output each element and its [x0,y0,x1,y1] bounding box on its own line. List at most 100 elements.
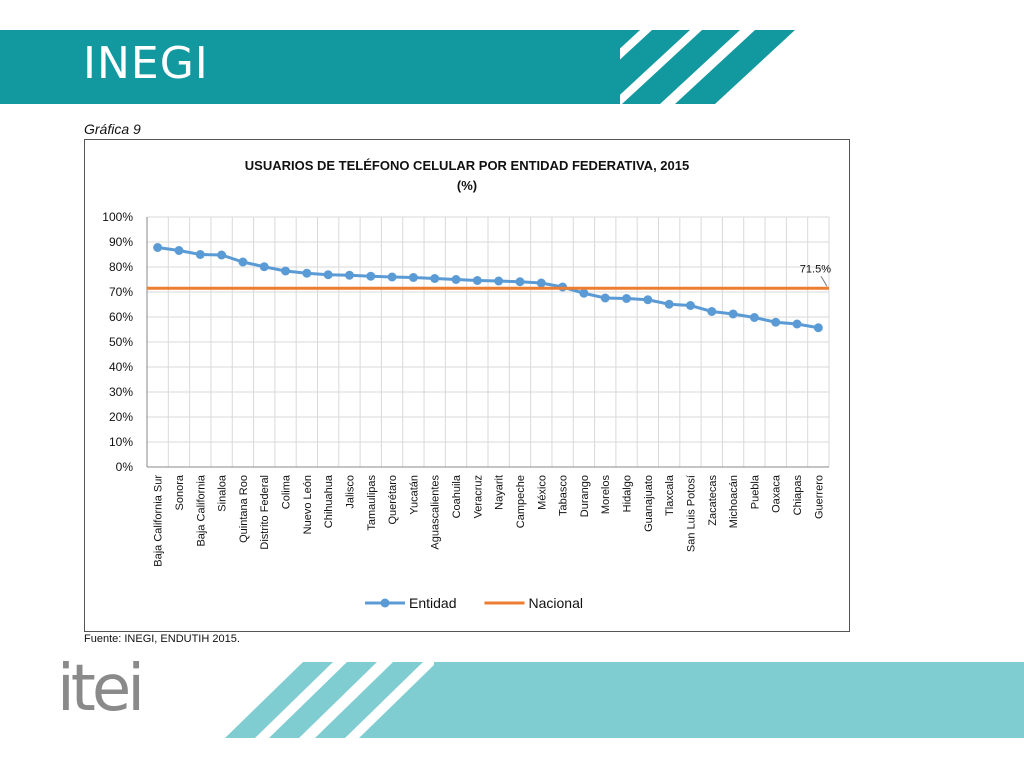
data-point [366,271,376,281]
x-tick-label: Zacatecas [707,475,719,526]
x-tick-label: Veracruz [472,475,484,518]
data-point [153,243,163,252]
data-point [472,276,482,285]
chart-container: USUARIOS DE TELÉFONO CELULAR POR ENTIDAD… [84,139,850,632]
data-point [643,295,653,305]
x-tick-label: Chiapas [792,475,804,516]
y-tick-label: 20% [109,410,133,424]
annotation-leader [820,275,828,287]
x-tick-label: Chihuahua [323,474,335,528]
header-band [0,30,620,104]
x-tick-label: Sonora [174,474,186,510]
footer-stripe-3 [315,662,423,738]
data-point [238,257,248,267]
data-point [494,276,504,286]
y-tick-label: 70% [109,285,133,299]
data-point [387,272,397,282]
x-tick-label: Nuevo León [302,475,314,534]
x-tick-label: Tlaxcala [664,474,676,516]
x-tick-label: Michoacán [728,475,740,528]
x-tick-label: Tamaulipas [366,475,378,531]
legend-label-nacional: Nacional [528,595,582,611]
y-tick-label: 90% [109,235,133,249]
legend-label-entidad: Entidad [409,595,456,611]
x-tick-label: Aguascalientes [430,475,442,550]
data-point [451,275,461,284]
data-point [195,250,205,259]
header-stripes [540,30,795,104]
x-tick-label: Jalisco [344,475,356,509]
y-tick-label: 30% [109,385,133,399]
data-point [792,319,802,329]
x-tick-label: Coahuila [451,474,463,518]
x-tick-label: Guerrero [813,475,825,519]
itei-logo: itei [57,652,145,726]
data-point [664,299,674,309]
x-tick-label: Sinaloa [217,474,229,512]
x-tick-label: Guanajuato [643,475,655,532]
x-tick-label: Durango [579,475,591,517]
x-tick-label: Campeche [515,475,527,528]
data-point [515,277,525,287]
data-point [408,273,418,282]
data-point [174,246,184,255]
x-axis: Baja California Sur Sonora Baja California… [147,466,829,567]
data-point [771,317,781,327]
chart-subtitle: (%) [457,178,477,193]
data-point [728,309,738,319]
data-point [536,278,546,288]
y-tick-label: 10% [109,435,133,449]
data-point [217,250,227,260]
series-entidad [153,243,823,333]
header-stripe-1 [540,30,640,104]
y-tick-label: 40% [109,360,133,374]
annotation-layer: 71.5% [800,263,831,287]
legend-item-entidad: Entidad [365,595,456,611]
x-tick-label: Morelos [600,475,612,515]
y-tick-label: 60% [109,310,133,324]
footer-stripe-1 [225,662,333,738]
x-tick-label: Baja California Sur [153,475,165,567]
y-axis: 0% 10% 20% 30% 40% 50% 60% 70% 80% 90% 100% [102,210,148,474]
x-tick-label: Oaxaca [771,474,783,513]
legend-item-nacional: Nacional [484,595,583,611]
data-point [430,274,440,283]
data-point [749,313,759,322]
header-stripe-4 [675,30,795,104]
gridlines [146,216,830,468]
x-tick-label: Puebla [749,474,761,509]
data-point [579,288,589,298]
data-point [323,270,333,280]
data-point [302,268,312,278]
source-note: Fuente: INEGI, ENDUTIH 2015. [84,633,240,645]
x-tick-label: Colima [281,474,293,509]
x-tick-label: Hidalgo [622,475,634,512]
data-point [600,293,610,303]
footer-band [434,662,1024,738]
x-tick-label: Yucatán [408,475,420,515]
x-tick-label: México [536,475,548,510]
y-tick-label: 100% [102,210,133,224]
legend-marker-entidad [380,598,390,608]
y-tick-label: 80% [109,260,133,274]
data-point [813,323,823,333]
header-stripe-2 [572,30,690,104]
annotation-label: 71.5% [800,263,831,275]
series-layer [147,243,829,333]
x-tick-label: Quintana Roo [238,475,250,543]
x-tick-label: Baja California [195,474,207,546]
y-tick-label: 0% [116,460,134,474]
x-tick-label: San Luis Potosí [685,475,697,552]
chart-title: USUARIOS DE TELÉFONO CELULAR POR ENTIDAD… [245,158,689,173]
x-tick-label: Nayarit [494,475,506,510]
data-point [281,266,291,276]
chart-caption: Gráfica 9 [84,121,141,137]
header-stripe-3 [622,30,740,104]
data-point [622,294,632,303]
legend: Entidad Nacional [365,595,583,611]
x-tick-label: Tabasco [558,475,570,516]
data-point [259,262,269,272]
footer-stripe-2 [269,662,377,738]
x-tick-label: Querétaro [387,475,399,525]
line-chart: USUARIOS DE TELÉFONO CELULAR POR ENTIDAD… [102,158,831,611]
